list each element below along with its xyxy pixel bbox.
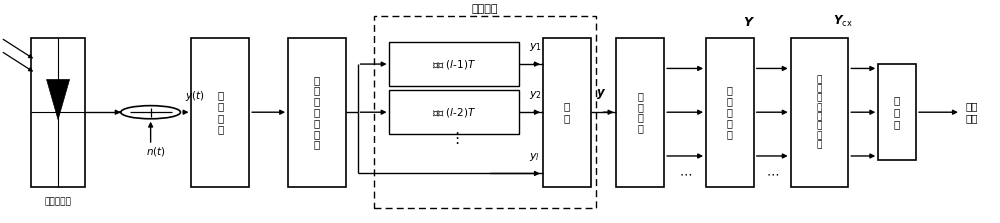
Bar <box>616 38 664 187</box>
Polygon shape <box>47 79 70 120</box>
Text: 恢复
序列: 恢复 序列 <box>966 101 978 123</box>
Bar <box>389 42 519 86</box>
Text: $n(t)$: $n(t)$ <box>146 145 166 158</box>
Bar <box>791 38 848 187</box>
Text: $\boldsymbol{Y}$: $\boldsymbol{Y}$ <box>743 16 755 29</box>
Text: $\vdots$: $\vdots$ <box>449 130 459 147</box>
Text: 模
数
转
换: 模 数 转 换 <box>217 90 223 135</box>
Text: $\cdots$: $\cdots$ <box>679 167 692 180</box>
Text: 相
加: 相 加 <box>564 101 570 123</box>
Text: $\boldsymbol{y}$: $\boldsymbol{y}$ <box>596 87 606 101</box>
Text: 频
域
均
衡
信
息
提
取: 频 域 均 衡 信 息 提 取 <box>817 75 822 149</box>
Bar <box>389 90 519 134</box>
Text: 光电检测器: 光电检测器 <box>45 198 72 206</box>
Bar <box>543 38 591 187</box>
Text: $y_l$: $y_l$ <box>529 151 540 163</box>
Text: $\boldsymbol{Y}_{\mathrm{cx}}$: $\boldsymbol{Y}_{\mathrm{cx}}$ <box>833 14 853 29</box>
Text: $y_2$: $y_2$ <box>529 89 542 101</box>
Text: 符号合并: 符号合并 <box>471 4 498 14</box>
Bar <box>706 38 754 187</box>
Text: 解
调
器: 解 调 器 <box>894 96 900 129</box>
Text: 串
并
转
换: 串 并 转 换 <box>637 91 643 133</box>
Text: 延迟 $(l$-1$)T$: 延迟 $(l$-1$)T$ <box>432 58 476 70</box>
Bar <box>878 64 916 160</box>
Bar <box>374 16 596 209</box>
Bar <box>288 38 346 187</box>
Text: 删
循
环
前
缀
分
帧: 删 循 环 前 缀 分 帧 <box>314 75 320 150</box>
Text: $\cdots$: $\cdots$ <box>766 167 779 180</box>
Text: $y(t)$: $y(t)$ <box>185 89 205 103</box>
Bar <box>191 38 249 187</box>
Text: 延迟 $(l$-2$)T$: 延迟 $(l$-2$)T$ <box>432 106 476 119</box>
Bar <box>31 38 85 187</box>
Text: 傅
里
叶
变
换: 傅 里 叶 变 换 <box>727 86 733 139</box>
Text: $y_1$: $y_1$ <box>529 41 542 53</box>
